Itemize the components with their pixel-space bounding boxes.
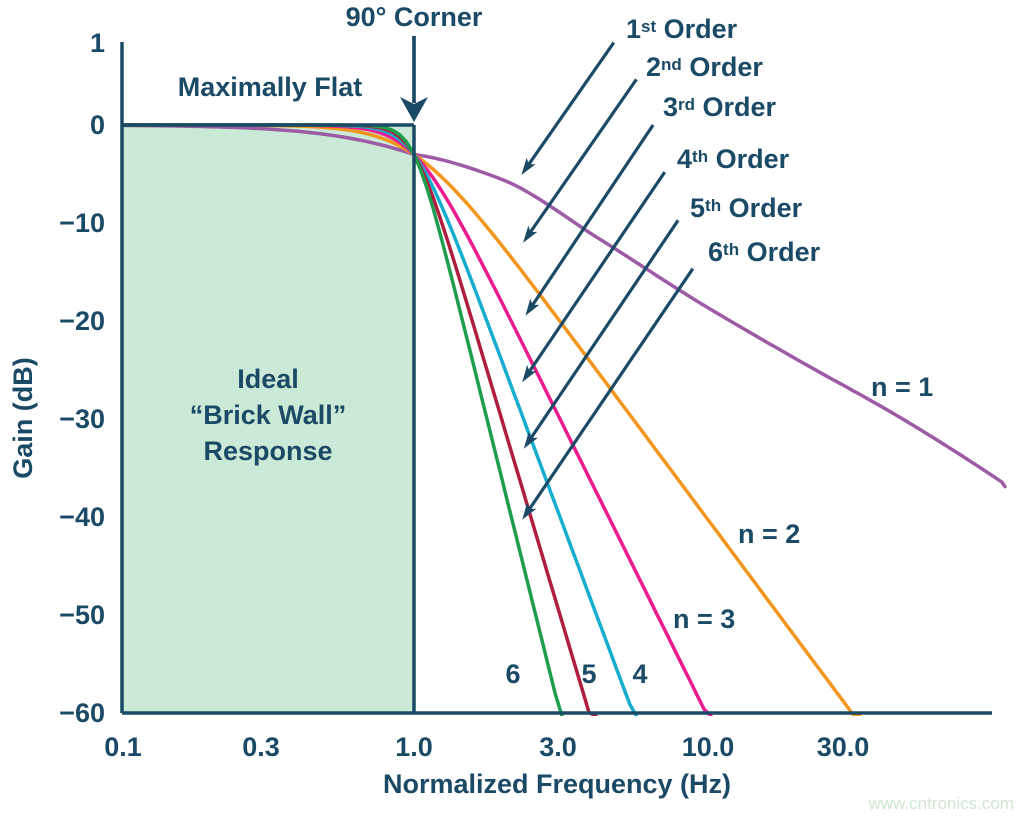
svg-text:Gain (dB): Gain (dB) <box>8 357 38 479</box>
svg-text:0.3: 0.3 <box>242 732 280 762</box>
svg-text:−30: −30 <box>59 404 105 434</box>
svg-text:90° Corner: 90° Corner <box>346 2 483 32</box>
svg-text:0.1: 0.1 <box>104 732 142 762</box>
svg-text:6: 6 <box>505 659 520 689</box>
svg-text:Normalized Frequency (Hz): Normalized Frequency (Hz) <box>383 769 731 799</box>
svg-text:1.0: 1.0 <box>395 732 433 762</box>
svg-text:Ideal: Ideal <box>237 364 299 394</box>
svg-text:5: 5 <box>581 659 596 689</box>
svg-text:30.0: 30.0 <box>817 732 870 762</box>
svg-text:−10: −10 <box>59 208 105 238</box>
svg-text:Maximally Flat: Maximally Flat <box>178 72 363 102</box>
svg-text:−50: −50 <box>59 600 105 630</box>
svg-text:Response: Response <box>203 436 332 466</box>
svg-text:10.0: 10.0 <box>682 732 735 762</box>
svg-text:“Brick Wall”: “Brick Wall” <box>190 400 347 430</box>
svg-text:4: 4 <box>632 659 647 689</box>
svg-text:1: 1 <box>90 28 105 58</box>
svg-text:n = 1: n = 1 <box>871 372 933 402</box>
svg-text:3.0: 3.0 <box>539 732 577 762</box>
svg-text:n = 2: n = 2 <box>738 519 800 549</box>
svg-text:www.cntronics.com: www.cntronics.com <box>868 794 1014 813</box>
svg-text:−20: −20 <box>59 306 105 336</box>
svg-text:−40: −40 <box>59 502 105 532</box>
svg-text:0: 0 <box>90 110 105 140</box>
svg-text:−60: −60 <box>59 698 105 728</box>
svg-text:n = 3: n = 3 <box>673 604 735 634</box>
